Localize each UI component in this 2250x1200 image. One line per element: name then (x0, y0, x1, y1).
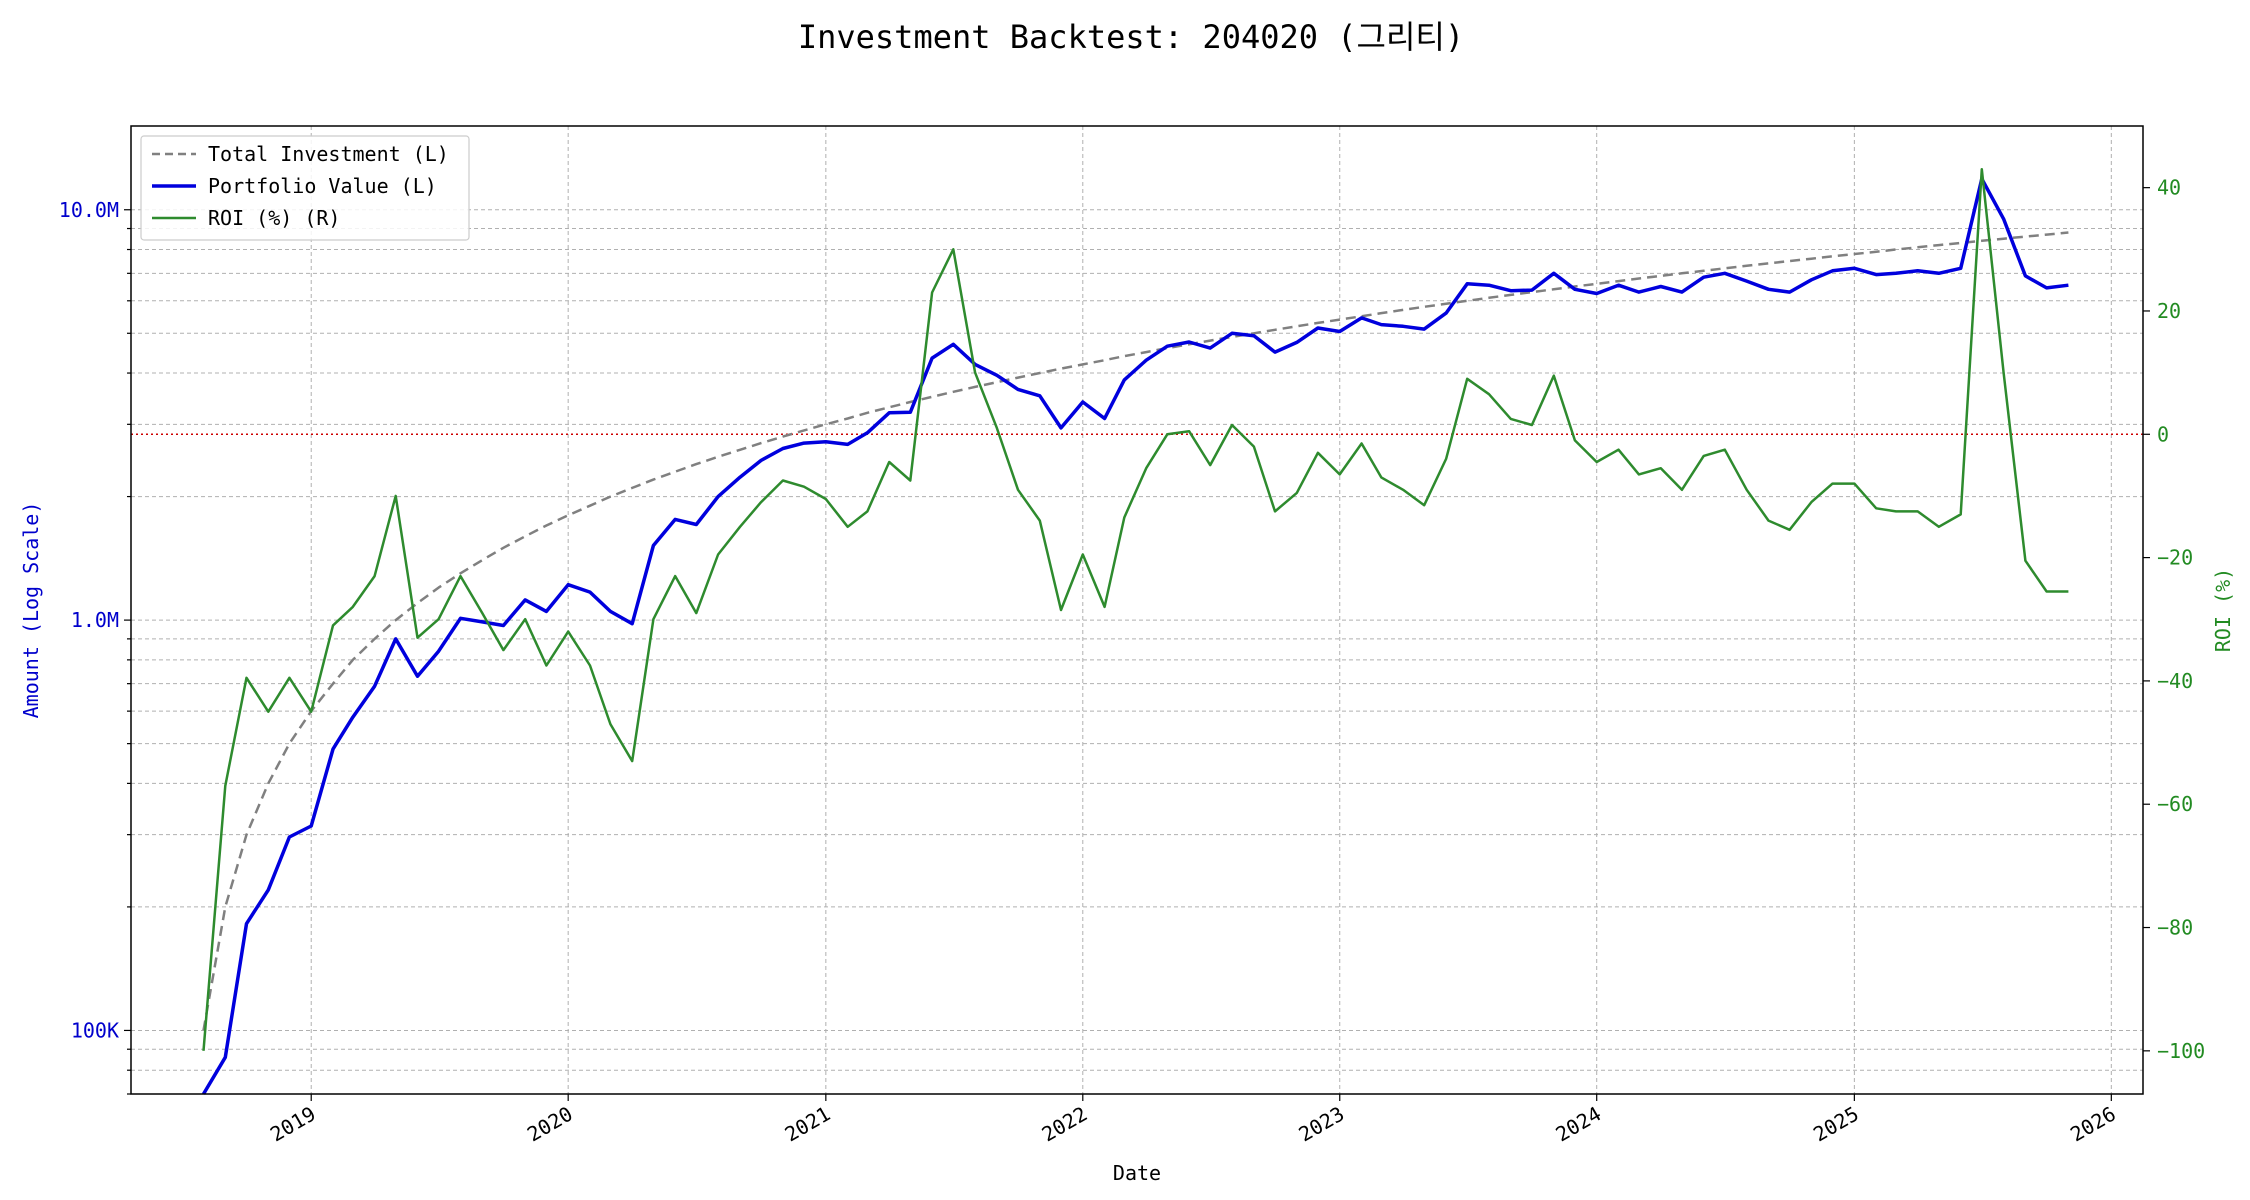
right-tick-label: −60 (2157, 792, 2193, 816)
right-tick-label: −40 (2157, 669, 2193, 693)
right-y-axis: −100 −80 −60 −40 −20 0 20 40 (2143, 176, 2205, 1063)
left-tick-label: 100K (71, 1018, 119, 1042)
series-line-roi (202, 167, 2069, 1051)
right-tick-label: −80 (2157, 916, 2193, 940)
left-tick-label: 10.0M (59, 198, 119, 222)
left-y-axis: 100K 1.0M 10.0M (59, 198, 131, 1095)
x-axis-title: Date (1113, 1161, 1161, 1185)
left-y-axis-title: Amount (Log Scale) (19, 502, 43, 719)
right-tick-label: 40 (2157, 176, 2181, 200)
legend: Total Investment (L) Portfolio Value (L)… (140, 135, 470, 241)
right-tick-label: −100 (2157, 1039, 2205, 1063)
right-tick-label: 0 (2157, 422, 2169, 446)
legend-label-portfolio: Portfolio Value (L) (208, 174, 437, 198)
chart-title: Investment Backtest: 204020 (그리티) (798, 18, 1464, 56)
series-lines (201, 167, 2069, 1095)
legend-label-roi: ROI (%) (R) (208, 206, 340, 230)
legend-label-investment: Total Investment (L) (208, 142, 449, 166)
right-tick-label: 20 (2157, 299, 2181, 323)
plot-frame (130, 125, 2144, 1095)
left-tick-label: 1.0M (71, 608, 119, 632)
right-y-axis-title: ROI (%) (2211, 568, 2235, 652)
series-line-portfolio-value (201, 177, 2069, 1095)
right-tick-label: −20 (2157, 546, 2193, 570)
legend-box (140, 135, 470, 241)
